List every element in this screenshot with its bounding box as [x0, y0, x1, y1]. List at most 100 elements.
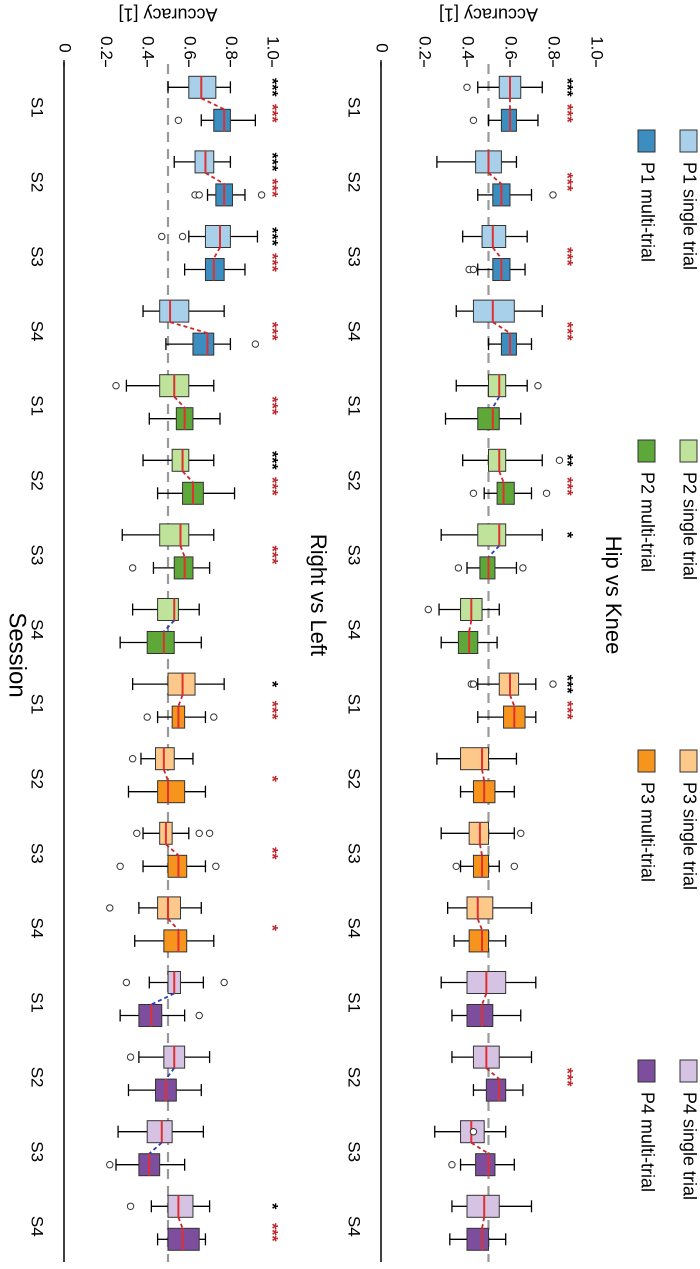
box-single-trial — [126, 1194, 211, 1218]
tick-label: 1.0 — [588, 36, 607, 60]
median-trend-line — [150, 992, 175, 1006]
significance-multi: *** — [558, 1068, 575, 1087]
legend-label: P4 multi-trial — [637, 1092, 657, 1192]
box-iqr — [479, 556, 496, 580]
box-single-trial — [440, 523, 543, 547]
tick-label: 0.8 — [222, 36, 241, 60]
outlier-point — [143, 713, 151, 721]
box-multi-trial — [477, 705, 537, 729]
median-trend-line — [492, 321, 511, 334]
box-multi-trial — [174, 108, 257, 132]
box-single-trial — [106, 896, 202, 920]
panel-title: Right vs Left — [306, 534, 331, 656]
outlier-point — [542, 489, 551, 497]
box-iqr — [173, 556, 194, 580]
significance-multi: *** — [263, 253, 280, 272]
session-label: S1 — [345, 992, 364, 1013]
box-single-trial — [158, 225, 259, 248]
session-label: S1 — [28, 992, 47, 1013]
legend-swatch — [637, 749, 656, 773]
outlier-point — [195, 829, 203, 837]
box-single-trial — [131, 598, 200, 621]
legend-label: P4 single trial — [679, 1092, 699, 1200]
legend-label: P1 multi-trial — [637, 162, 657, 262]
significance-multi: *** — [263, 477, 280, 496]
box-iqr — [157, 896, 181, 920]
box-multi-trial — [191, 183, 266, 207]
outlier-point — [126, 1202, 135, 1211]
panel-title: Hip vs Knee — [601, 536, 626, 655]
box-single-trial — [436, 150, 518, 174]
box-single-trial — [167, 75, 232, 99]
box-iqr — [472, 299, 515, 323]
box-multi-trial — [143, 705, 218, 729]
significance-single: *** — [263, 451, 280, 470]
session-label: S3 — [345, 1141, 364, 1162]
outlier-point — [452, 862, 460, 870]
box-iqr — [155, 747, 175, 771]
box-single-trial — [455, 299, 543, 323]
box-iqr — [188, 75, 217, 99]
significance-multi: *** — [263, 701, 280, 720]
median-trend-line — [169, 321, 208, 334]
tick-label: 0.2 — [416, 36, 435, 60]
box-iqr — [466, 1227, 489, 1251]
legend-label: P3 multi-trial — [637, 782, 657, 882]
significance-single: * — [263, 1203, 280, 1210]
box-multi-trial — [148, 407, 221, 431]
box-iqr — [157, 780, 186, 804]
outlier-point — [212, 862, 220, 870]
session-label: S4 — [345, 321, 364, 342]
box-single-trial — [440, 971, 537, 994]
box-iqr — [496, 481, 515, 505]
box-single-trial — [173, 150, 232, 174]
box-iqr — [204, 258, 225, 281]
accuracy-axis-title: Accuracy [1] — [118, 4, 217, 24]
box-single-trial — [467, 672, 557, 696]
significance-single: * — [558, 532, 575, 539]
box-multi-trial — [459, 780, 515, 804]
outlier-point — [174, 116, 183, 125]
significance-multi: *** — [263, 322, 280, 341]
box-iqr — [485, 1078, 507, 1102]
box-iqr — [167, 1227, 200, 1251]
significance-multi: *** — [263, 396, 280, 415]
outlier-point — [220, 978, 228, 987]
box-multi-trial — [106, 1153, 186, 1177]
box-multi-trial — [477, 183, 557, 207]
legend-swatch — [679, 1059, 698, 1083]
box-multi-trial — [469, 108, 539, 132]
box-single-trial — [122, 971, 228, 994]
median-trend-line — [173, 396, 186, 409]
significance-multi: * — [263, 925, 280, 932]
box-single-trial — [462, 225, 528, 248]
session-label: S4 — [28, 1216, 47, 1237]
box-iqr — [475, 1153, 496, 1177]
outlier-point — [205, 829, 214, 837]
box-multi-trial — [452, 854, 518, 878]
significance-multi: *** — [558, 322, 575, 341]
box-iqr — [488, 374, 507, 398]
significance-multi: *** — [558, 701, 575, 720]
median-trend-line — [181, 470, 194, 483]
box-single-trial — [451, 1045, 533, 1069]
legend-swatch — [679, 749, 698, 773]
legend-label: P2 single trial — [679, 472, 699, 580]
legend-swatch — [637, 439, 656, 463]
box-multi-trial — [119, 631, 202, 654]
median-trend-line — [468, 620, 473, 632]
session-label: S3 — [345, 545, 364, 566]
median-trend-line — [163, 619, 175, 633]
box-multi-trial — [469, 481, 551, 505]
box-iqr — [472, 854, 490, 878]
outlier-point — [469, 265, 478, 274]
box-multi-trial — [183, 258, 246, 281]
outlier-point — [106, 1161, 114, 1169]
session-label: S3 — [28, 1141, 47, 1162]
outlier-point — [116, 862, 124, 870]
tick-label: 0.4 — [459, 36, 478, 60]
significance-single: *** — [263, 153, 280, 172]
accuracy-axis-title: Accuracy [1] — [439, 4, 538, 24]
box-multi-trial — [116, 854, 220, 878]
session-label: S2 — [345, 768, 364, 789]
